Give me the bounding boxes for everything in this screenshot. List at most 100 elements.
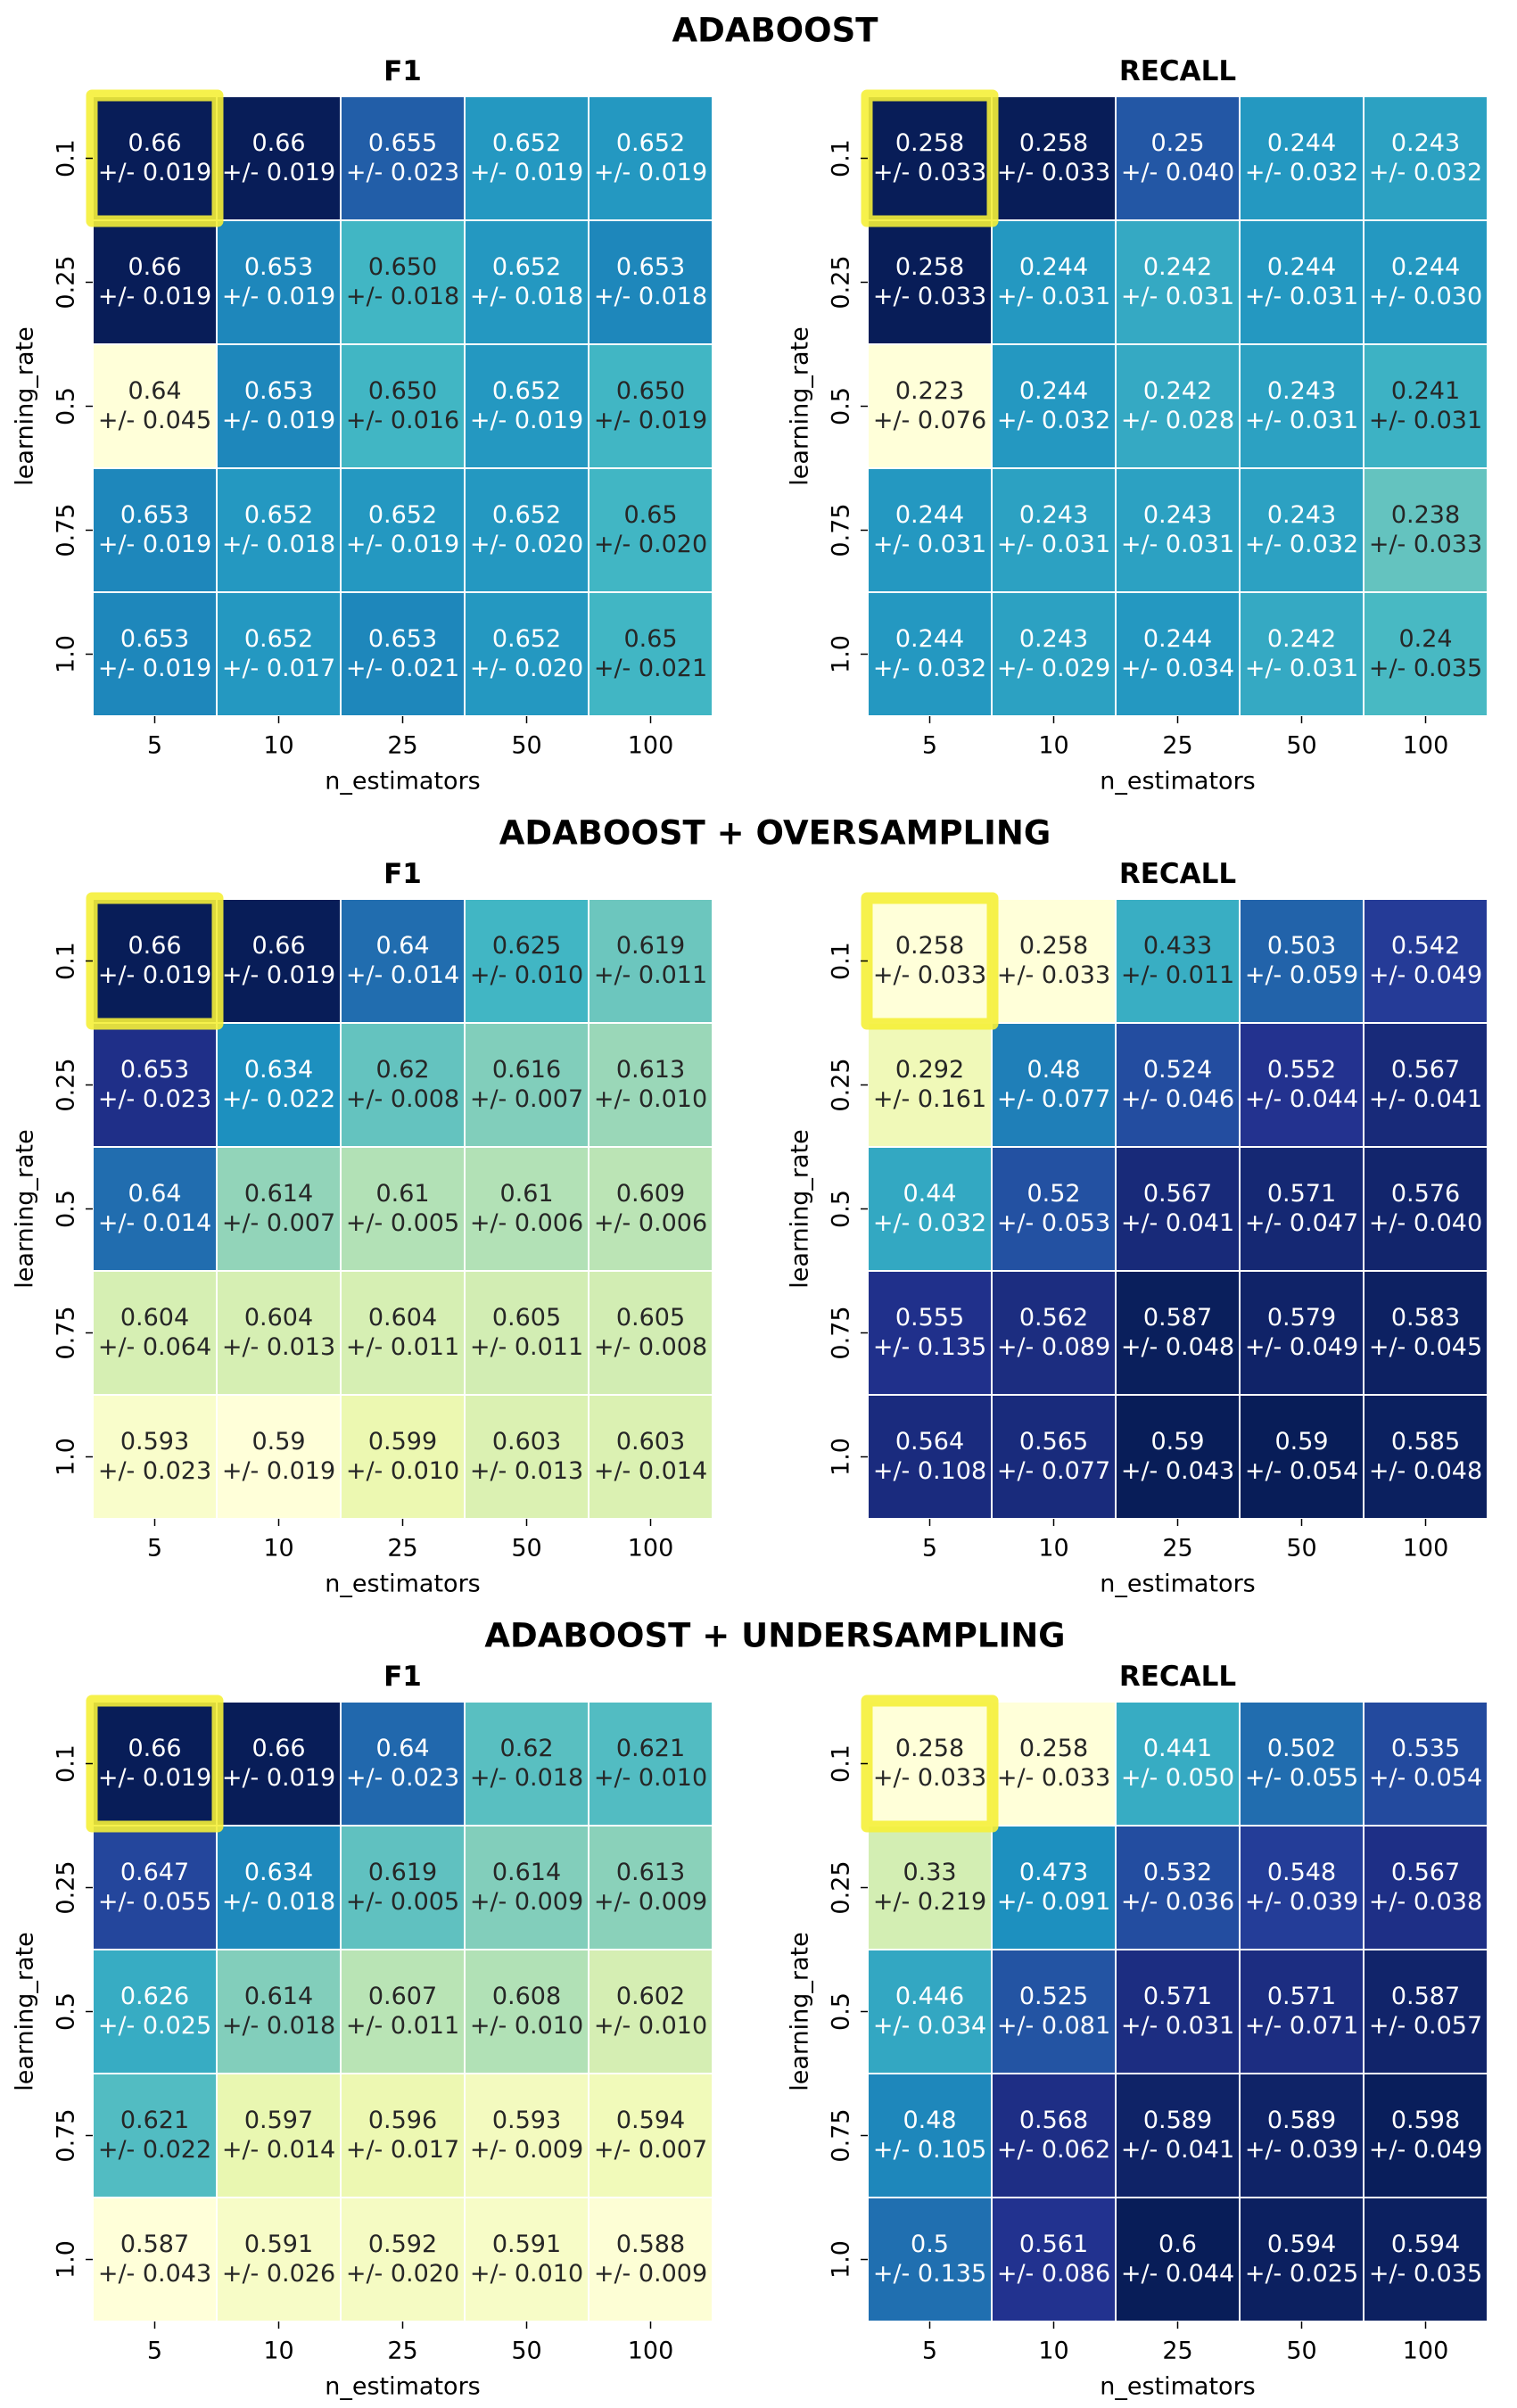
heatmap-cell bbox=[464, 1146, 589, 1272]
panel-title: RECALL bbox=[1119, 55, 1236, 87]
cell-value-label: 0.594 bbox=[616, 2107, 685, 2134]
cell-error-label: +/- 0.053 bbox=[997, 1209, 1110, 1237]
cell-value-label: 0.594 bbox=[1267, 2231, 1336, 2258]
cell-error-label: +/- 0.011 bbox=[1121, 961, 1234, 989]
cell-value-label: 0.24 bbox=[1398, 625, 1452, 653]
cell-value-label: 0.579 bbox=[1267, 1304, 1336, 1332]
y-tick-label: 0.25 bbox=[828, 1860, 855, 1914]
heatmap-cell bbox=[1239, 1394, 1364, 1520]
x-tick-label: 50 bbox=[511, 1535, 541, 1563]
heatmap-cell bbox=[1115, 343, 1241, 469]
cell-value-label: 0.243 bbox=[1391, 129, 1460, 157]
y-tick-label: 0.25 bbox=[828, 255, 855, 309]
x-tick-label: 50 bbox=[1286, 2338, 1316, 2365]
heatmap-cell bbox=[216, 1949, 342, 2074]
cell-value-label: 0.258 bbox=[1019, 129, 1088, 157]
heatmap-cell bbox=[216, 1825, 342, 1950]
cell-error-label: +/- 0.019 bbox=[98, 531, 211, 558]
x-tick-label: 25 bbox=[387, 1535, 417, 1563]
cell-value-label: 0.6 bbox=[1158, 2231, 1197, 2258]
cell-error-label: +/- 0.086 bbox=[997, 2260, 1110, 2288]
heatmap-cell bbox=[1239, 95, 1364, 221]
cell-value-label: 0.598 bbox=[1391, 2107, 1460, 2134]
cell-error-label: +/- 0.019 bbox=[98, 1764, 211, 1792]
heatmap-cell bbox=[1115, 1022, 1241, 1148]
x-tick-label: 50 bbox=[511, 2338, 541, 2365]
cell-error-label: +/- 0.081 bbox=[997, 2012, 1110, 2040]
cell-value-label: 0.48 bbox=[903, 2107, 956, 2134]
cell-error-label: +/- 0.018 bbox=[470, 1764, 583, 1792]
cell-error-label: +/- 0.006 bbox=[594, 1209, 707, 1237]
cell-value-label: 0.555 bbox=[895, 1304, 964, 1332]
cell-error-label: +/- 0.013 bbox=[470, 1457, 583, 1485]
x-tick-label: 100 bbox=[1403, 1535, 1449, 1563]
heatmap-cell bbox=[1363, 95, 1488, 221]
cell-error-label: +/- 0.018 bbox=[346, 283, 459, 310]
x-tick-label: 100 bbox=[1403, 732, 1449, 760]
cell-value-label: 0.604 bbox=[244, 1304, 313, 1332]
cell-error-label: +/- 0.018 bbox=[222, 2012, 335, 2040]
y-tick-label: 1.0 bbox=[828, 1438, 855, 1476]
cell-value-label: 0.244 bbox=[1391, 253, 1460, 281]
heatmap-cell bbox=[588, 1949, 713, 2074]
cell-error-label: +/- 0.019 bbox=[98, 655, 211, 682]
heatmap-cell bbox=[991, 591, 1117, 717]
heatmap-cell bbox=[340, 219, 466, 345]
cell-value-label: 0.571 bbox=[1267, 1983, 1336, 2010]
cell-value-label: 0.653 bbox=[120, 1056, 189, 1084]
cell-value-label: 0.244 bbox=[1267, 253, 1336, 281]
cell-error-label: +/- 0.019 bbox=[98, 283, 211, 310]
cell-error-label: +/- 0.006 bbox=[470, 1209, 583, 1237]
y-tick-label: 0.1 bbox=[53, 1744, 80, 1783]
cell-value-label: 0.223 bbox=[895, 377, 964, 405]
cell-error-label: +/- 0.028 bbox=[1121, 407, 1234, 434]
y-tick-label: 0.75 bbox=[828, 503, 855, 557]
cell-value-label: 0.243 bbox=[1143, 501, 1212, 529]
heatmap-cell bbox=[340, 1825, 466, 1950]
cell-error-label: +/- 0.021 bbox=[594, 655, 707, 682]
cell-value-label: 0.605 bbox=[616, 1304, 685, 1332]
cell-error-label: +/- 0.018 bbox=[222, 1888, 335, 1916]
cell-error-label: +/- 0.043 bbox=[1121, 1457, 1234, 1485]
cell-value-label: 0.652 bbox=[616, 129, 685, 157]
y-tick-label: 1.0 bbox=[53, 2240, 80, 2279]
cell-error-label: +/- 0.025 bbox=[98, 2012, 211, 2040]
cell-value-label: 0.258 bbox=[895, 1735, 964, 1762]
heatmap-cell bbox=[340, 1701, 466, 1827]
cell-error-label: +/- 0.009 bbox=[470, 1888, 583, 1916]
cell-error-label: +/- 0.034 bbox=[873, 2012, 986, 2040]
cell-error-label: +/- 0.108 bbox=[873, 1457, 986, 1485]
cell-error-label: +/- 0.033 bbox=[997, 1764, 1110, 1792]
heatmap-cell bbox=[1363, 2197, 1488, 2322]
heatmap-cell bbox=[1239, 343, 1364, 469]
cell-value-label: 0.592 bbox=[368, 2231, 437, 2258]
cell-value-label: 0.650 bbox=[368, 253, 437, 281]
cell-error-label: +/- 0.077 bbox=[997, 1085, 1110, 1113]
cell-error-label: +/- 0.014 bbox=[594, 1457, 707, 1485]
cell-error-label: +/- 0.045 bbox=[1369, 1333, 1482, 1361]
cell-error-label: +/- 0.040 bbox=[1121, 159, 1234, 186]
cell-error-label: +/- 0.050 bbox=[1121, 1764, 1234, 1792]
cell-value-label: 0.524 bbox=[1143, 1056, 1212, 1084]
cell-value-label: 0.61 bbox=[375, 1180, 429, 1208]
heatmap-cell bbox=[588, 343, 713, 469]
cell-error-label: +/- 0.049 bbox=[1245, 1333, 1358, 1361]
y-tick-label: 0.25 bbox=[53, 1058, 80, 1111]
y-tick-label: 0.25 bbox=[53, 1860, 80, 1914]
cell-error-label: +/- 0.038 bbox=[1369, 1888, 1482, 1916]
x-tick-label: 25 bbox=[1162, 732, 1192, 760]
x-tick-label: 25 bbox=[1162, 1535, 1192, 1563]
cell-value-label: 0.621 bbox=[616, 1735, 685, 1762]
cell-error-label: +/- 0.017 bbox=[222, 655, 335, 682]
cell-value-label: 0.605 bbox=[492, 1304, 561, 1332]
heatmap-cell bbox=[1239, 1825, 1364, 1950]
heatmap-cell bbox=[464, 467, 589, 593]
cell-value-label: 0.48 bbox=[1026, 1056, 1080, 1084]
cell-error-label: +/- 0.044 bbox=[1245, 1085, 1358, 1113]
cell-error-label: +/- 0.055 bbox=[98, 1888, 211, 1916]
cell-error-label: +/- 0.031 bbox=[1121, 531, 1234, 558]
cell-value-label: 0.614 bbox=[492, 1859, 561, 1886]
heatmap-cell bbox=[867, 2073, 993, 2198]
heatmap-cell bbox=[1239, 1949, 1364, 2074]
cell-error-label: +/- 0.161 bbox=[873, 1085, 986, 1113]
